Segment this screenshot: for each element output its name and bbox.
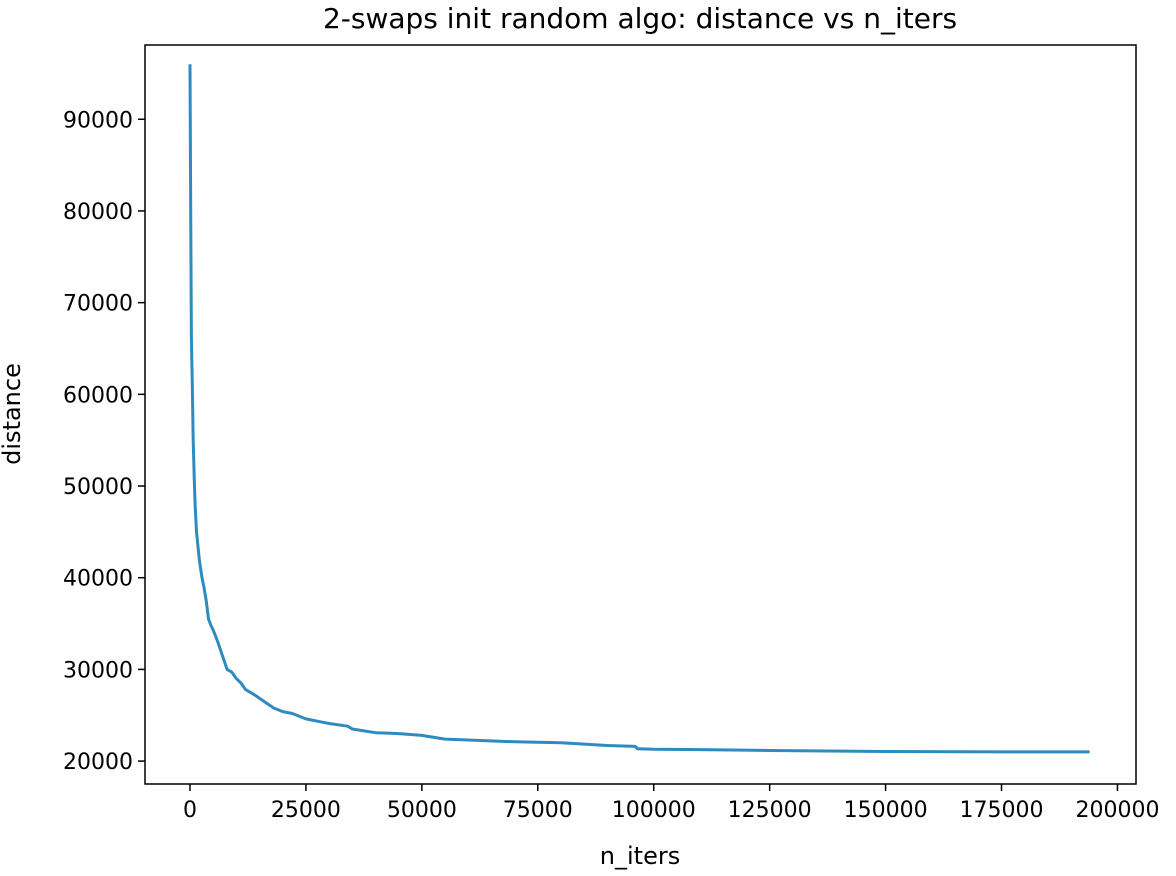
- x-tick-label: 75000: [503, 798, 573, 823]
- x-tick-label: 175000: [960, 798, 1044, 823]
- y-tick-label: 30000: [63, 658, 133, 683]
- y-axis-ticks: 20000 30000 40000 50000 60000 70000 80000 90000: [63, 108, 145, 775]
- y-tick-label: 70000: [63, 292, 133, 317]
- x-tick-label: 100000: [612, 798, 696, 823]
- y-axis-label: distance: [0, 363, 26, 465]
- x-axis-ticks: 0 25000 50000 75000 100000 125000 150000 175000…: [183, 784, 1159, 823]
- x-tick-label: 0: [183, 798, 197, 823]
- y-tick-label: 20000: [63, 750, 133, 775]
- plot-frame: [144, 44, 1137, 785]
- series-line-0: [188, 64, 1090, 754]
- y-tick-label: 60000: [63, 383, 133, 408]
- x-tick-label: 200000: [1075, 798, 1159, 823]
- y-tick-label: 90000: [63, 108, 133, 133]
- chart-title: 2-swaps init random algo: distance vs n_…: [323, 2, 957, 35]
- y-tick-label: 40000: [63, 567, 133, 592]
- x-tick-label: 150000: [844, 798, 928, 823]
- x-tick-label: 50000: [387, 798, 457, 823]
- plot-area: [188, 64, 1090, 754]
- y-tick-label: 50000: [63, 475, 133, 500]
- y-tick-label: 80000: [63, 200, 133, 225]
- x-tick-label: 25000: [271, 798, 341, 823]
- x-tick-label: 125000: [728, 798, 812, 823]
- x-axis-label: n_iters: [600, 842, 680, 870]
